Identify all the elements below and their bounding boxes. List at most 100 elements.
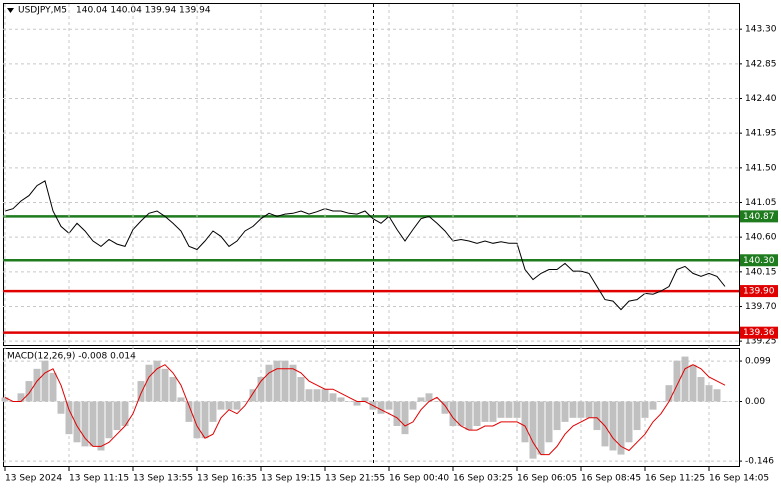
histogram-bar	[169, 376, 177, 402]
histogram-bar	[65, 401, 73, 435]
histogram-bar	[417, 397, 425, 402]
histogram-bar	[689, 364, 697, 402]
price-line	[4, 180, 726, 311]
macd-panel	[3, 348, 740, 467]
histogram-bar	[249, 389, 257, 402]
y-tick-label: 143.30	[745, 25, 777, 35]
histogram-bar	[697, 376, 705, 402]
x-tick-label: 13 Sep 19:15	[261, 474, 321, 484]
histogram-bar	[657, 401, 665, 402]
histogram-bar	[545, 401, 553, 443]
histogram-bar	[89, 401, 97, 447]
y-tick-label: 140.15	[745, 267, 777, 277]
y-tick-label: 141.95	[745, 129, 777, 139]
histogram-bar	[489, 401, 497, 422]
histogram-bar	[617, 401, 625, 455]
histogram-bar	[633, 401, 641, 431]
collapse-icon	[7, 8, 14, 13]
histogram-bar	[441, 401, 449, 414]
histogram-bar	[25, 381, 33, 402]
histogram-bar	[193, 401, 201, 439]
histogram-bar	[1, 397, 9, 402]
histogram-bar	[241, 401, 249, 402]
histogram-bar	[457, 401, 465, 426]
histogram-bar	[353, 401, 361, 406]
histogram-bar	[537, 401, 545, 455]
histogram-bar	[529, 401, 537, 459]
histogram-bar	[81, 401, 89, 447]
histogram-bar	[585, 401, 593, 418]
histogram-bar	[361, 397, 369, 402]
histogram-bar	[129, 401, 137, 402]
histogram-bar	[505, 401, 513, 418]
histogram-bar	[121, 401, 129, 426]
histogram-bar	[401, 401, 409, 435]
histogram-bar	[425, 393, 433, 402]
histogram-bar	[297, 376, 305, 402]
y-tick-label: 0.099	[745, 357, 771, 367]
histogram-bar	[641, 401, 649, 418]
histogram-bar	[649, 401, 657, 410]
symbol: USDJPY,M5	[18, 6, 67, 16]
x-tick-label: 16 Sep 00:40	[389, 474, 449, 484]
level-label-box	[740, 285, 778, 298]
histogram-bar	[393, 401, 401, 426]
histogram-bar	[481, 401, 489, 422]
histogram-bar	[433, 401, 441, 402]
y-tick-label: -0.146	[745, 457, 774, 467]
histogram-bar	[465, 401, 473, 431]
x-tick-label: 13 Sep 2024	[5, 474, 62, 484]
histogram-bar	[673, 360, 681, 402]
histogram-bar	[345, 401, 353, 402]
histogram-bar	[593, 401, 601, 431]
histogram-bar	[113, 401, 121, 431]
histogram-bar	[41, 360, 49, 402]
level-label: 139.90	[743, 287, 775, 297]
price-panel	[3, 3, 740, 346]
histogram-bar	[201, 401, 209, 439]
histogram-bar	[385, 401, 393, 410]
y-tick-label: 141.50	[745, 163, 777, 173]
histogram-bar	[329, 393, 337, 402]
level-label-box	[740, 254, 778, 267]
histogram-bar	[97, 401, 105, 451]
level-label: 140.87	[743, 212, 775, 222]
histogram-bar	[145, 364, 153, 402]
x-tick-label: 16 Sep 03:25	[453, 474, 513, 484]
histogram-bar	[257, 376, 265, 402]
histogram-bar	[233, 401, 241, 410]
y-tick-label: 140.60	[745, 233, 777, 243]
histogram-bar	[217, 401, 225, 410]
histogram-bar	[721, 401, 729, 402]
histogram-bar	[561, 401, 569, 422]
histogram-bar	[137, 381, 145, 402]
histogram-bar	[153, 360, 161, 402]
histogram-bar	[577, 401, 585, 418]
histogram-bar	[553, 401, 561, 431]
histogram-bar	[609, 401, 617, 451]
histogram-bar	[625, 401, 633, 443]
histogram-bar	[273, 360, 281, 402]
histogram-bar	[265, 364, 273, 402]
x-tick-label: 16 Sep 11:25	[645, 474, 705, 484]
histogram-bar	[161, 368, 169, 402]
histogram-bar	[713, 389, 721, 402]
histogram-bar	[225, 401, 233, 410]
histogram-bar	[49, 372, 57, 402]
histogram-bar	[17, 393, 25, 402]
x-tick-label: 13 Sep 13:55	[133, 474, 193, 484]
histogram-bar	[177, 397, 185, 402]
histogram-bar	[569, 401, 577, 418]
macd-title: MACD(12,26,9) -0.008 0.014	[7, 352, 136, 362]
y-tick-label: 141.05	[745, 198, 777, 208]
histogram-bar	[497, 401, 505, 418]
histogram-bar	[185, 401, 193, 422]
histogram-bar	[73, 401, 81, 443]
level-label: 140.30	[743, 256, 775, 266]
level-label-box	[740, 210, 778, 223]
x-tick-label: 16 Sep 06:05	[517, 474, 577, 484]
y-tick-label: 0.00	[745, 397, 765, 407]
histogram-bar	[705, 385, 713, 402]
x-tick-label: 13 Sep 11:15	[69, 474, 129, 484]
